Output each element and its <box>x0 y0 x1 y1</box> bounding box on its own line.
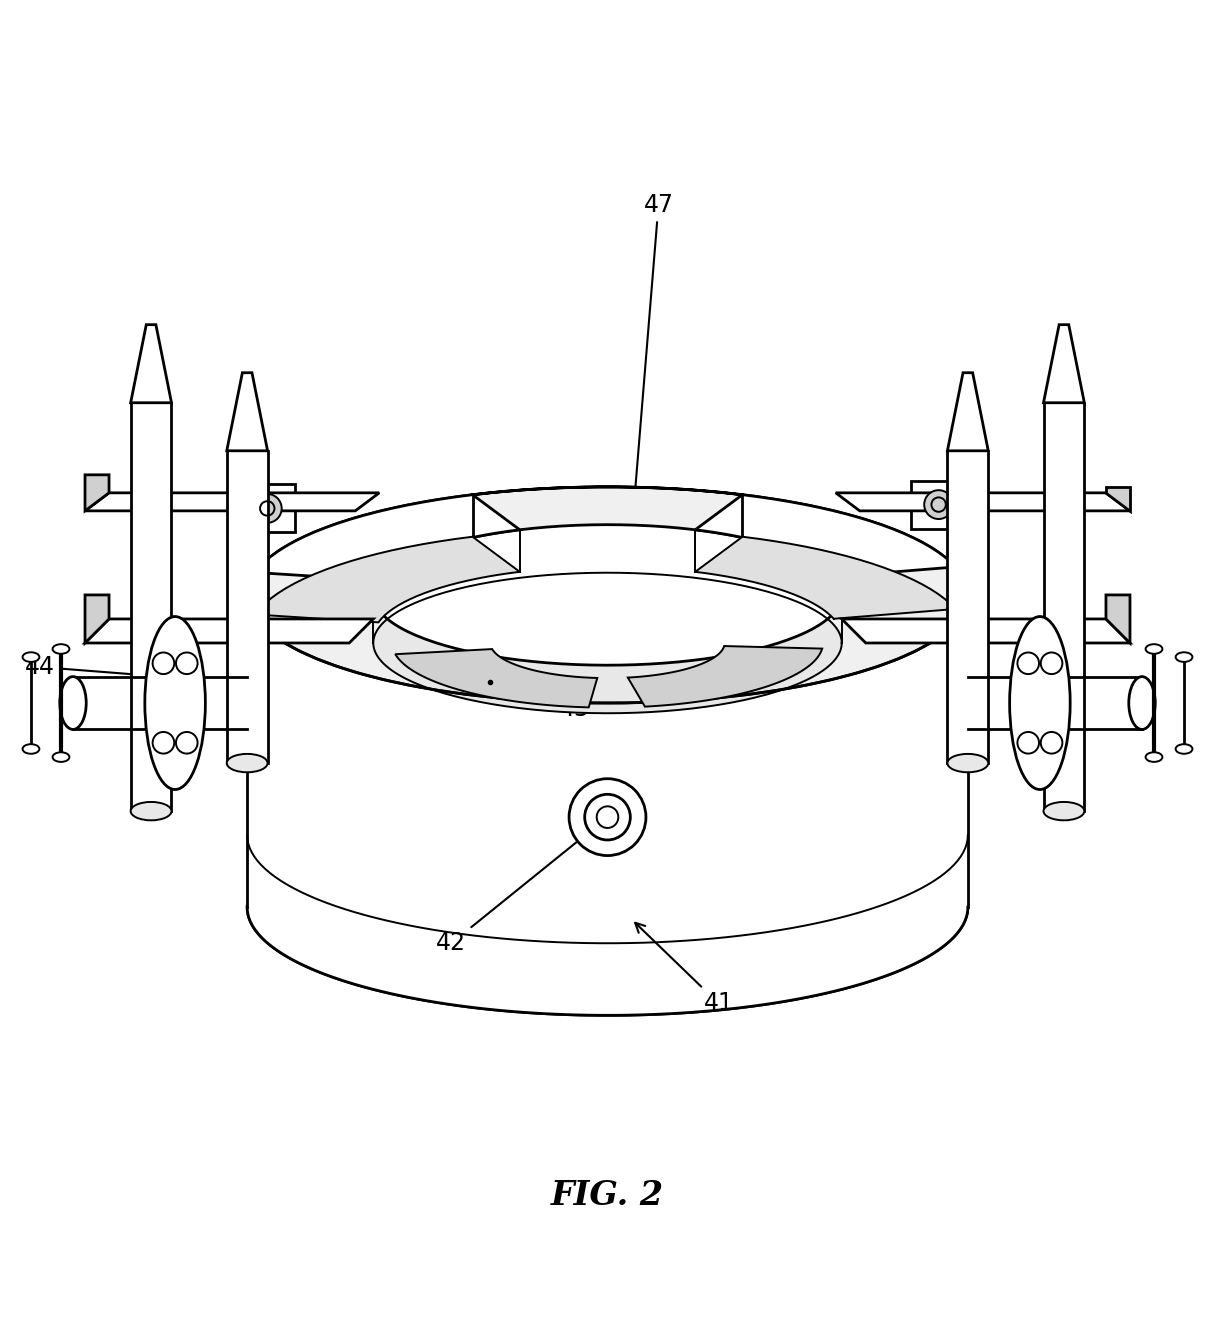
Ellipse shape <box>52 644 69 654</box>
Polygon shape <box>373 524 842 666</box>
Text: 49: 49 <box>650 679 685 710</box>
Polygon shape <box>227 372 267 451</box>
Circle shape <box>153 652 174 674</box>
Ellipse shape <box>1129 676 1155 730</box>
Polygon shape <box>628 646 823 707</box>
Ellipse shape <box>1044 802 1084 820</box>
Polygon shape <box>247 799 968 1015</box>
Ellipse shape <box>1146 752 1163 762</box>
Ellipse shape <box>1146 644 1163 654</box>
Polygon shape <box>85 475 109 511</box>
Ellipse shape <box>1010 616 1070 790</box>
Ellipse shape <box>948 754 988 772</box>
Ellipse shape <box>23 652 39 662</box>
Circle shape <box>925 490 953 519</box>
Polygon shape <box>911 480 971 528</box>
Polygon shape <box>373 572 842 714</box>
Ellipse shape <box>227 754 267 772</box>
Text: 43: 43 <box>514 675 589 722</box>
Circle shape <box>253 494 282 523</box>
Polygon shape <box>85 619 373 643</box>
Ellipse shape <box>145 616 205 790</box>
Ellipse shape <box>52 752 69 762</box>
Circle shape <box>1041 732 1062 754</box>
Polygon shape <box>948 372 988 451</box>
Polygon shape <box>1106 487 1130 511</box>
Circle shape <box>1017 652 1039 674</box>
Circle shape <box>569 779 646 855</box>
Polygon shape <box>255 536 520 623</box>
Circle shape <box>153 732 174 754</box>
Polygon shape <box>85 595 109 643</box>
Polygon shape <box>247 595 968 1015</box>
Polygon shape <box>1044 324 1084 403</box>
Polygon shape <box>236 484 295 532</box>
Text: 45: 45 <box>530 674 560 698</box>
Polygon shape <box>836 492 1130 511</box>
Text: 44: 44 <box>26 655 188 683</box>
Ellipse shape <box>1176 652 1192 662</box>
Circle shape <box>176 732 198 754</box>
Polygon shape <box>131 324 171 403</box>
Polygon shape <box>695 536 955 619</box>
Ellipse shape <box>1176 744 1192 754</box>
Circle shape <box>1017 732 1039 754</box>
Polygon shape <box>842 619 1130 643</box>
Polygon shape <box>695 495 955 576</box>
Polygon shape <box>85 492 379 511</box>
Polygon shape <box>1106 595 1130 643</box>
Polygon shape <box>247 487 968 703</box>
Ellipse shape <box>60 676 86 730</box>
Polygon shape <box>255 495 520 580</box>
Ellipse shape <box>131 802 171 820</box>
Polygon shape <box>395 650 598 707</box>
Text: 47: 47 <box>628 192 673 530</box>
Text: 42: 42 <box>436 820 604 955</box>
Text: FIG. 2: FIG. 2 <box>550 1179 665 1213</box>
Ellipse shape <box>23 744 39 754</box>
Text: 41: 41 <box>635 923 734 1015</box>
Circle shape <box>1041 652 1062 674</box>
Circle shape <box>176 652 198 674</box>
Circle shape <box>584 794 631 840</box>
